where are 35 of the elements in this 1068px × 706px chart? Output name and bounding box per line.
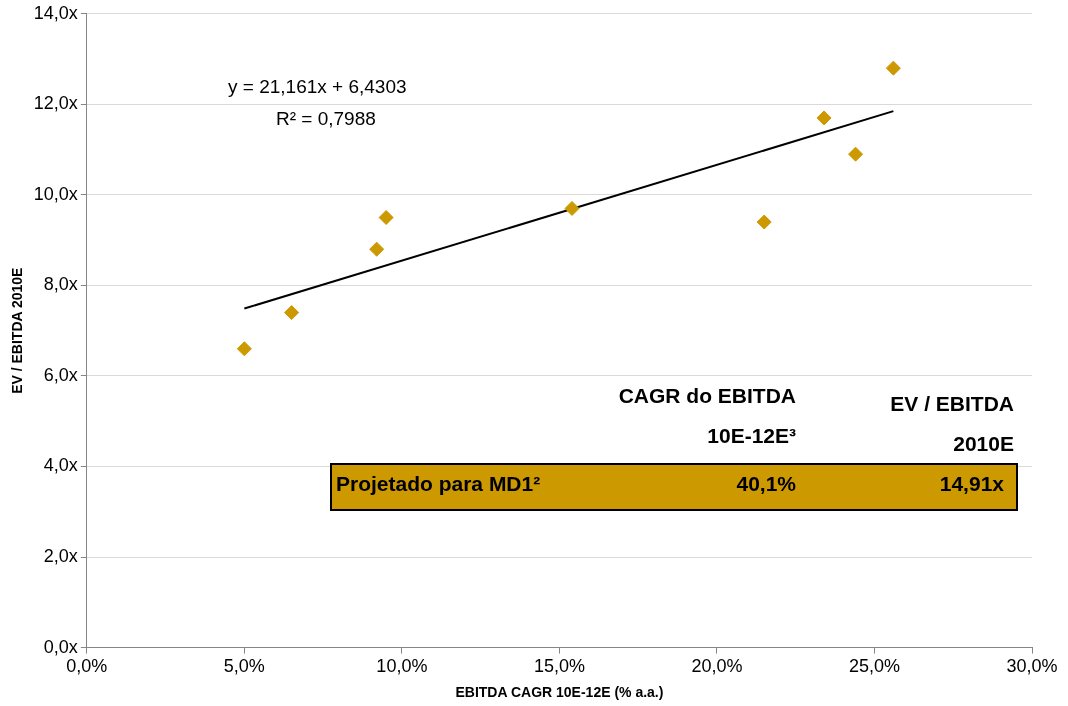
x-tick-label: 15,0% (533, 656, 585, 677)
y-tick-label: 14,0x (33, 2, 78, 23)
x-tick-label: 10,0% (376, 656, 428, 677)
x-tick-label: 20,0% (691, 656, 743, 677)
annotation: EV / EBITDA (890, 392, 1014, 416)
annotation: CAGR do EBITDA (618, 384, 796, 408)
point (564, 200, 580, 216)
point (756, 214, 772, 230)
x-tick-label: 0,0% (66, 656, 108, 677)
annotation: y = 21,161x + 6,4303 (228, 76, 407, 98)
y-tick-label: 6,0x (43, 364, 78, 385)
x-tick-label: 25,0% (848, 656, 900, 677)
point (378, 210, 394, 226)
point (848, 146, 864, 162)
annotation: 10E-12E³ (707, 424, 796, 448)
point (816, 110, 832, 126)
annotation: 14,91x (939, 472, 1004, 496)
annotation: R² = 0,7988 (276, 108, 376, 130)
y-axis-title: EV / EBITDA 2010E (9, 267, 26, 394)
point (885, 60, 901, 76)
x-tick-label: 30,0% (1006, 656, 1058, 677)
y-tick-label: 10,0x (33, 183, 78, 204)
point (284, 305, 300, 321)
x-axis-title: EBITDA CAGR 10E-12E (% a.a.) (455, 684, 664, 701)
y-tick-label: 4,0x (43, 455, 78, 476)
annotation: 2010E (953, 432, 1014, 456)
y-tick-label: 0,0x (43, 636, 78, 657)
x-tick-label: 5,0% (223, 656, 265, 677)
point (236, 341, 252, 357)
y-tick-label: 2,0x (43, 546, 78, 567)
point (369, 241, 385, 257)
y-tick-label: 8,0x (43, 274, 78, 295)
annotation: Projetado para MD1² (336, 472, 541, 496)
y-tick-label: 12,0x (33, 93, 78, 114)
annotation: 40,1% (736, 472, 796, 496)
